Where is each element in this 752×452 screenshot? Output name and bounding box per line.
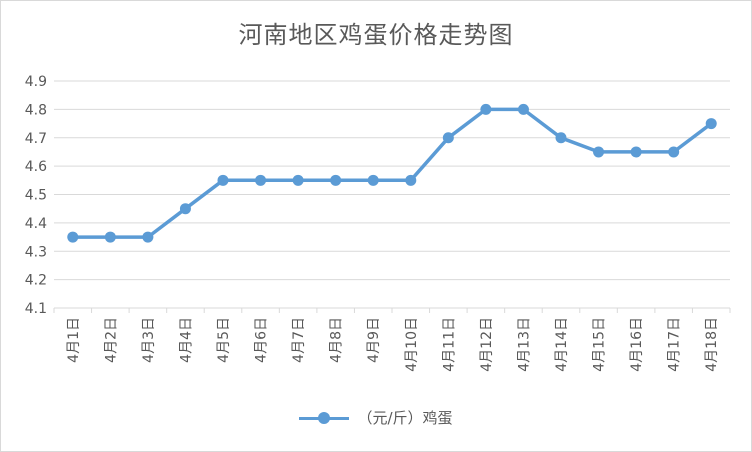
y-tick-label: 4.5 xyxy=(25,188,47,204)
x-tick-label: 4月1日 xyxy=(66,317,82,363)
data-point xyxy=(705,118,717,130)
x-tick-label: 4月9日 xyxy=(366,317,382,363)
data-point xyxy=(142,231,154,243)
y-tick-label: 4.6 xyxy=(25,159,47,175)
legend-marker xyxy=(299,411,350,425)
data-point xyxy=(367,174,379,186)
chart-title: 河南地区鸡蛋价格走势图 xyxy=(238,21,514,49)
y-tick-label: 4.9 xyxy=(25,74,47,90)
x-tick-label: 4月17日 xyxy=(667,317,683,372)
y-tick-label: 4.1 xyxy=(25,301,47,317)
x-tick-label: 4月7日 xyxy=(291,317,307,363)
data-point xyxy=(104,231,116,243)
data-point xyxy=(630,146,642,158)
series-egg-price xyxy=(67,103,717,243)
data-point xyxy=(217,174,229,186)
x-tick-label: 4月3日 xyxy=(141,317,157,363)
x-tick-label: 4月11日 xyxy=(441,317,457,372)
legend: （元/斤）鸡蛋 xyxy=(1,407,751,428)
x-tick-label: 4月14日 xyxy=(554,317,570,372)
x-tick-label: 4月5日 xyxy=(216,317,232,363)
data-point xyxy=(292,174,304,186)
y-tick-label: 4.8 xyxy=(25,102,47,118)
x-tick-label: 4月13日 xyxy=(516,317,532,372)
y-tick-label: 4.4 xyxy=(25,216,47,232)
y-axis-ticks: 4.1 4.2 4.3 4.4 4.5 4.6 4.7 4.8 4.9 xyxy=(25,74,47,317)
x-tick-label: 4月4日 xyxy=(178,317,194,363)
data-point xyxy=(593,146,605,158)
data-point xyxy=(405,174,417,186)
data-point xyxy=(442,132,454,144)
data-point xyxy=(668,146,680,158)
x-tick-label: 4月15日 xyxy=(592,317,608,372)
x-tick-label: 4月16日 xyxy=(629,317,645,372)
y-tick-label: 4.3 xyxy=(25,244,47,260)
legend-label: （元/斤）鸡蛋 xyxy=(357,409,453,427)
data-point xyxy=(480,103,492,115)
x-tick-label: 4月2日 xyxy=(103,317,119,363)
data-point xyxy=(67,231,79,243)
data-point xyxy=(179,203,191,215)
data-point xyxy=(517,103,529,115)
x-tick-label: 4月8日 xyxy=(329,317,345,363)
y-tick-label: 4.7 xyxy=(25,131,47,147)
x-tick-label: 4月18日 xyxy=(704,317,720,372)
x-tick-label: 4月6日 xyxy=(254,317,270,363)
data-point xyxy=(330,174,342,186)
x-axis-ticks: 4月1日 4月2日 4月3日 4月4日 4月5日 4月6日 4月7日 4月8日 4月9日 4月10… xyxy=(53,308,731,372)
data-point xyxy=(555,132,567,144)
y-tick-label: 4.2 xyxy=(25,273,47,289)
gridlines xyxy=(54,80,730,309)
data-point xyxy=(255,174,267,186)
x-tick-label: 4月12日 xyxy=(479,317,495,372)
x-tick-label: 4月10日 xyxy=(404,317,420,372)
series-line xyxy=(72,107,713,239)
